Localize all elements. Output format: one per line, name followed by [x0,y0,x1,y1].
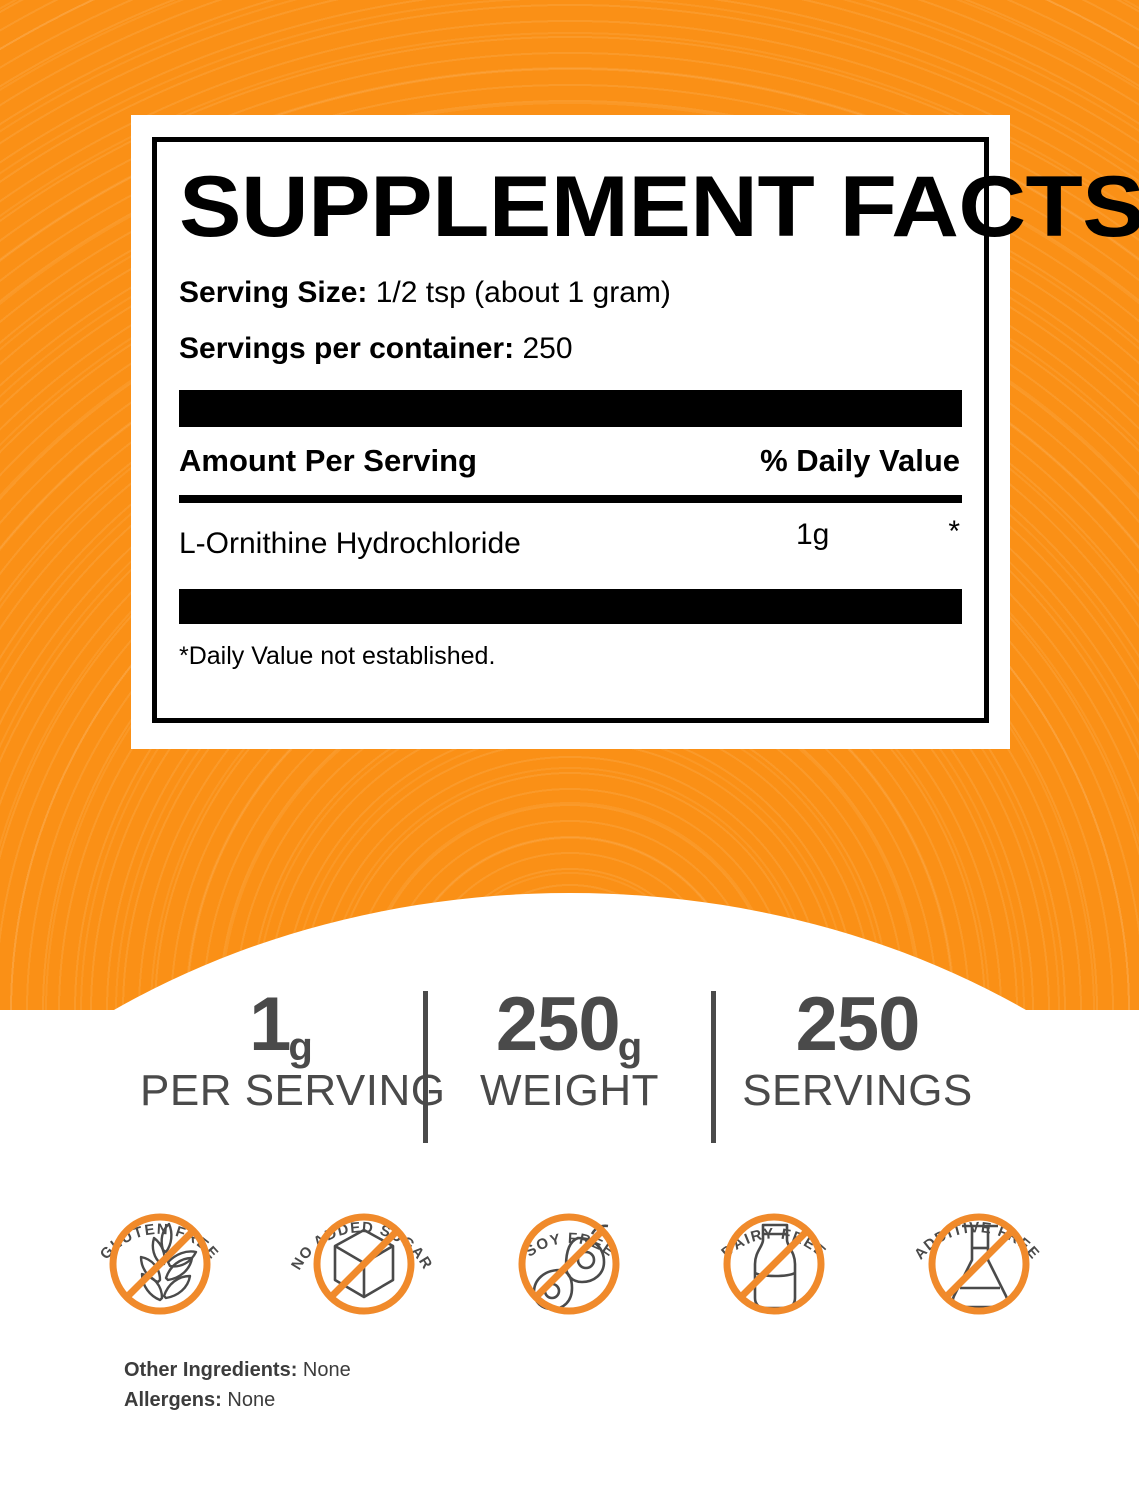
ingredient-name: L-Ornithine Hydrochloride [179,527,521,560]
prohibition-slash [328,1228,400,1300]
prohibition-circle [518,1213,620,1315]
footer-info: Other Ingredients: None Allergens: None [124,1355,824,1415]
stat-servings-number: 250 [716,985,999,1065]
table-top-bar [179,390,962,427]
stat-servings: 250 SERVINGS [716,985,999,1115]
table-bottom-bar [179,589,962,624]
page-title: SUPPLEMENT FACTS [179,159,1139,255]
other-ingredients-label: Other Ingredients: [124,1359,298,1381]
badge-gluten-free: GLUTEN FREE [72,1178,247,1328]
badge-soy-free: SOY FREE [482,1178,657,1328]
table-row: L-Ornithine Hydrochloride 1g * [179,503,962,589]
stat-weight: 250g WEIGHT [428,985,711,1115]
servings-per-container-line: Servings per container: 250 [179,332,962,366]
prohibition-slash [738,1228,810,1300]
allergens-value: None [227,1389,276,1411]
product-stats-row: 1g PER SERVING 250g WEIGHT 250 SERVINGS [0,985,1139,1150]
stat-servings-value: 250 [795,982,921,1067]
serving-size-line: Serving Size: 1/2 tsp (about 1 gram) [179,276,962,310]
other-ingredients-value: None [302,1359,351,1381]
prohibition-slash [943,1228,1015,1300]
badge-no-added-sugar: NO ADDED SUGAR [277,1178,452,1328]
table-header-row: Amount Per Serving % Daily Value [179,427,962,495]
badge-additive-free: ADDITIVE FREE [892,1178,1067,1328]
prohibition-circle [109,1213,211,1315]
other-ingredients-line: Other Ingredients: None [124,1355,824,1385]
prohibition-circle [928,1213,1030,1315]
servings-per-container-label: Servings per container: [179,332,515,365]
stat-servings-caption: SERVINGS [742,1066,973,1115]
stat-weight-value: 250 [495,982,621,1067]
serving-size-label: Serving Size: [179,276,368,309]
servings-per-container-value: 250 [522,332,573,365]
stat-per-serving: 1g PER SERVING [140,982,446,1115]
badge-dairy-free: DAIRY FREE [687,1178,862,1328]
prohibition-circle [723,1213,825,1315]
supplement-facts-frame: SUPPLEMENT FACTS Serving Size: 1/2 tsp (… [131,115,1139,749]
stat-weight-caption: WEIGHT [480,1066,659,1115]
allergens-label: Allergens: [124,1389,222,1411]
daily-value-header: % Daily Value [760,443,960,478]
allergens-line: Allergens: None [124,1385,824,1415]
ingredient-daily-value: * [948,515,960,548]
table-header-rule [179,495,962,503]
amount-per-serving-header: Amount Per Serving [179,443,477,478]
stat-weight-number: 250g [428,982,711,1068]
supplement-facts-panel: SUPPLEMENT FACTS Serving Size: 1/2 tsp (… [152,137,1139,723]
wheat-icon [139,1222,198,1302]
stat-per-serving-value: 1 [249,982,291,1067]
prohibition-circle [313,1213,415,1315]
ingredient-amount: 1g [796,518,830,551]
stat-per-serving-unit: g [288,1025,312,1069]
stat-per-serving-caption: PER SERVING [140,1066,446,1115]
serving-size-value: 1/2 tsp (about 1 gram) [375,276,671,309]
prohibition-slash [124,1228,196,1300]
prohibition-slash [533,1228,605,1300]
stat-divider-2 [711,991,716,1143]
daily-value-footnote: *Daily Value not established. [179,642,496,670]
stat-weight-unit: g [617,1025,642,1069]
stat-per-serving-number: 1g [140,982,423,1068]
certification-badges-row: GLUTEN FREE NO ADDED SUGAR [0,1178,1139,1328]
stat-divider-1 [423,991,428,1143]
